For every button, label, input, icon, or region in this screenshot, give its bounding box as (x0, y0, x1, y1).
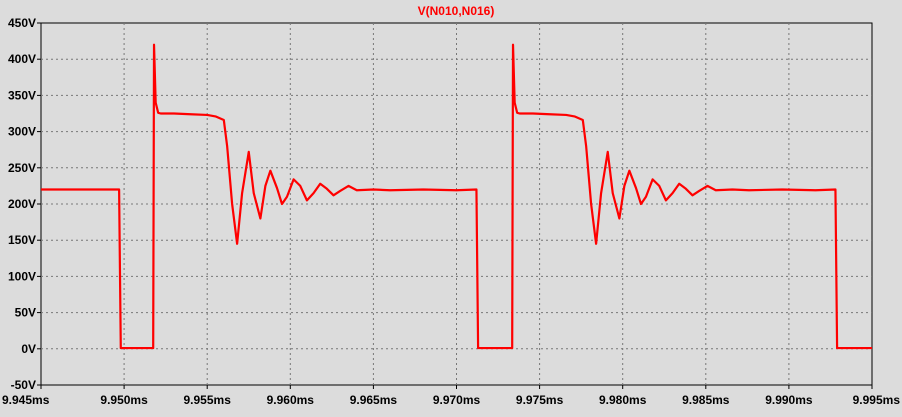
x-axis-ticks: 9.945ms 9.950ms 9.955ms 9.960ms 9.965ms 9.970… (2, 385, 900, 407)
y-tick-label: 250V (8, 161, 36, 175)
x-tick-label: 9.945ms (2, 393, 50, 407)
x-tick-label: 9.970ms (433, 393, 481, 407)
x-tick-label: 9.975ms (516, 393, 564, 407)
x-tick-label: 9.990ms (765, 393, 813, 407)
series-line-v-n010-n016 (41, 43, 872, 350)
x-tick-label: 9.960ms (267, 393, 315, 407)
x-tick-label: 9.955ms (184, 393, 232, 407)
y-tick-label: 300V (8, 125, 36, 139)
grid-lines (41, 23, 872, 385)
y-tick-label: 400V (8, 52, 36, 66)
x-tick-label: 9.995ms (853, 393, 901, 407)
x-tick-label: 9.965ms (350, 393, 398, 407)
y-tick-label: 0V (21, 342, 36, 356)
y-tick-label: -50V (11, 378, 36, 392)
y-tick-label: 450V (8, 16, 36, 30)
y-tick-label: 50V (15, 306, 36, 320)
y-axis-ticks: -50V 0V 50V 100V 150V 200V 250V 300V 350V 400V 450… (8, 16, 41, 392)
series-layer (41, 43, 872, 350)
y-tick-label: 350V (8, 88, 36, 102)
y-tick-label: 150V (8, 233, 36, 247)
x-tick-label: 9.980ms (599, 393, 647, 407)
x-tick-label: 9.950ms (100, 393, 148, 407)
legend-series-name[interactable]: V(N010,N016) (418, 4, 495, 18)
y-tick-label: 100V (8, 269, 36, 283)
x-tick-label: 9.985ms (682, 393, 730, 407)
y-tick-label: 200V (8, 197, 36, 211)
